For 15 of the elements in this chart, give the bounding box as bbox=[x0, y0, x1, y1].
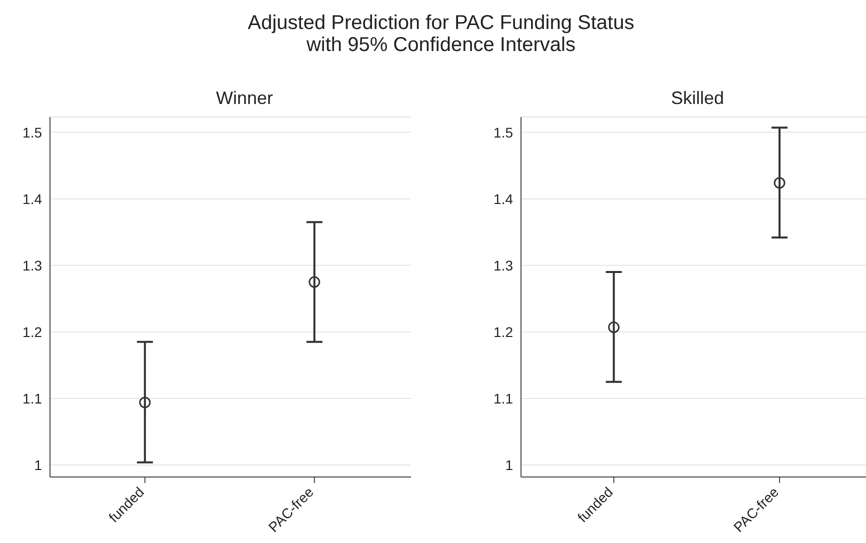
y-tick-label: 1.5 bbox=[494, 124, 514, 140]
chart-title: Adjusted Prediction for PAC Funding Status with 95% Confidence Intervals bbox=[246, 12, 636, 56]
y-tick-label: 1.3 bbox=[22, 257, 42, 274]
chart-subtitle: Skilled bbox=[670, 88, 726, 110]
y-tick-label: 1 bbox=[34, 456, 42, 473]
y-tick-label: 1.2 bbox=[22, 324, 42, 340]
y-tick-label: 1 bbox=[505, 456, 514, 473]
y-tick-label: 1.1 bbox=[494, 390, 514, 406]
chart-subtitle: Winner bbox=[214, 88, 274, 110]
y-tick-label: 1.3 bbox=[494, 257, 514, 274]
y-tick-label: 1.1 bbox=[22, 390, 42, 406]
y-tick-label: 1.4 bbox=[494, 190, 514, 207]
y-tick-label: 1.2 bbox=[494, 324, 514, 340]
y-tick-label: 1.4 bbox=[22, 190, 42, 207]
y-tick-label: 1.5 bbox=[22, 124, 42, 140]
